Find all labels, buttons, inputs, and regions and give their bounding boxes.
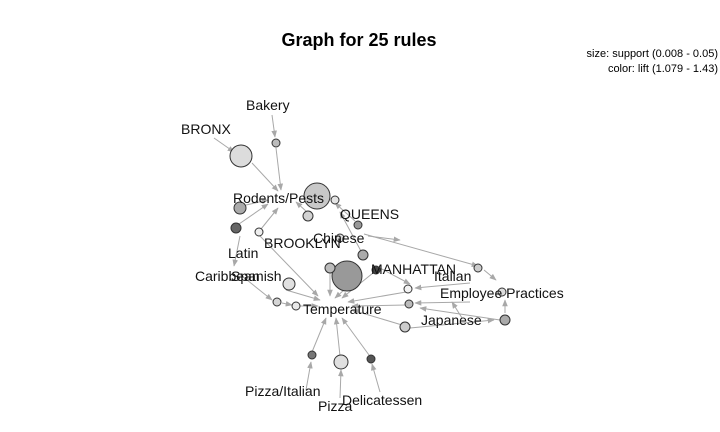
edge bbox=[414, 300, 471, 306]
item-label: Japanese bbox=[421, 312, 482, 328]
edge bbox=[414, 282, 471, 291]
edge bbox=[236, 271, 273, 301]
edge bbox=[334, 289, 345, 299]
edge bbox=[271, 114, 277, 138]
edge bbox=[351, 303, 407, 309]
edge bbox=[363, 233, 479, 267]
edge bbox=[483, 269, 497, 281]
item-label: Caribbean bbox=[195, 268, 260, 284]
rule-node bbox=[230, 222, 242, 234]
edge bbox=[379, 267, 411, 285]
edge bbox=[333, 317, 341, 357]
rule-node bbox=[307, 350, 317, 360]
edge bbox=[409, 317, 495, 329]
rule-node bbox=[233, 201, 247, 215]
item-label: Chinese bbox=[313, 230, 365, 246]
rule-node bbox=[324, 262, 336, 274]
edge bbox=[311, 317, 327, 353]
item-label: Pizza/Italian bbox=[245, 383, 320, 399]
edge bbox=[295, 201, 308, 213]
rule-node bbox=[330, 195, 340, 205]
edge bbox=[451, 301, 463, 319]
rule-node bbox=[272, 297, 282, 307]
edge bbox=[232, 235, 241, 267]
edge bbox=[245, 198, 269, 206]
item-label: Latin bbox=[228, 245, 258, 261]
rule-node bbox=[399, 321, 411, 333]
graph-edges bbox=[213, 114, 508, 399]
legend-color: color: lift (1.079 - 1.43) bbox=[608, 63, 718, 75]
edge bbox=[339, 211, 363, 254]
rule-node bbox=[333, 354, 349, 370]
item-label: Italian bbox=[434, 268, 471, 284]
item-label: Pizza bbox=[318, 398, 352, 414]
rule-node bbox=[371, 265, 381, 275]
graph-nodes bbox=[229, 138, 511, 370]
edge bbox=[367, 235, 401, 242]
edge bbox=[351, 309, 403, 326]
edge bbox=[281, 301, 293, 307]
rule-node bbox=[303, 182, 331, 210]
rule-node bbox=[335, 233, 345, 243]
item-label: BROOKLYN bbox=[264, 235, 341, 251]
rule-node bbox=[331, 260, 363, 292]
rule-node bbox=[254, 227, 264, 237]
rule-node bbox=[403, 284, 413, 294]
rule-node bbox=[357, 249, 369, 261]
item-label: Delicatessen bbox=[342, 392, 422, 408]
edge bbox=[238, 203, 269, 225]
edge bbox=[259, 235, 319, 297]
item-label: Rodents/Pests bbox=[233, 190, 324, 206]
edge bbox=[260, 207, 279, 230]
rule-node bbox=[271, 138, 281, 148]
edge bbox=[213, 137, 235, 153]
edge bbox=[285, 289, 321, 301]
item-label: Spanish bbox=[231, 268, 282, 284]
edge bbox=[341, 317, 370, 356]
item-label: BRONX bbox=[181, 121, 231, 137]
rule-node bbox=[353, 220, 363, 230]
edge bbox=[347, 291, 407, 304]
graph-title: Graph for 25 rules bbox=[281, 30, 436, 50]
edge bbox=[305, 361, 313, 391]
rule-node bbox=[366, 354, 376, 364]
item-label: Bakery bbox=[246, 97, 290, 113]
item-label: Temperature bbox=[303, 301, 382, 317]
item-labels: Bakery BRONX Rodents/Pests QUEENS Chines… bbox=[181, 97, 564, 414]
rule-node bbox=[282, 277, 296, 291]
rule-node bbox=[291, 301, 301, 311]
item-label: QUEENS bbox=[340, 206, 399, 222]
edge bbox=[337, 369, 344, 399]
rule-node bbox=[473, 263, 483, 273]
rule-node bbox=[302, 210, 314, 222]
edge bbox=[371, 363, 381, 393]
item-label: Employee Practices bbox=[440, 285, 564, 301]
edge bbox=[251, 162, 279, 192]
item-label: MANHATTAN bbox=[371, 261, 456, 277]
edge bbox=[275, 147, 284, 191]
rule-node bbox=[499, 314, 511, 326]
rule-node bbox=[404, 299, 414, 309]
rule-node bbox=[229, 144, 253, 168]
rule-node bbox=[497, 287, 507, 297]
legend-size: size: support (0.008 - 0.05) bbox=[587, 48, 718, 60]
